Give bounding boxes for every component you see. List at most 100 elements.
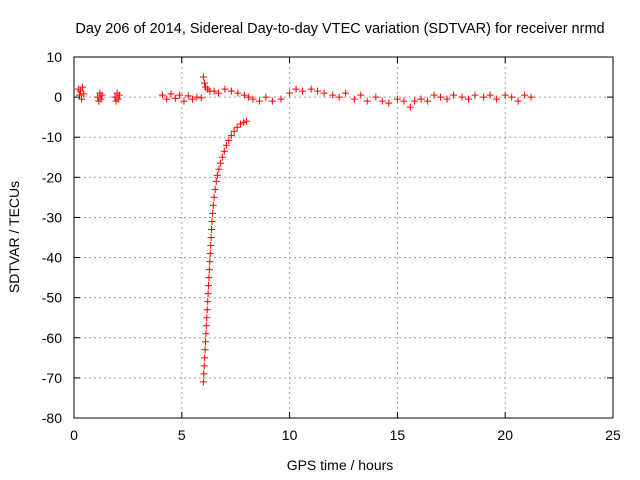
data-point bbox=[234, 89, 242, 97]
grid-lines bbox=[74, 57, 613, 418]
data-point bbox=[193, 93, 201, 101]
data-point bbox=[242, 117, 250, 125]
data-point bbox=[393, 95, 401, 103]
y-tick-label: -20 bbox=[42, 169, 62, 185]
data-point bbox=[212, 177, 220, 185]
data-point bbox=[480, 93, 488, 101]
data-point bbox=[115, 91, 123, 99]
data-point bbox=[385, 99, 393, 107]
data-point bbox=[299, 87, 307, 95]
data-point bbox=[171, 94, 179, 102]
data-point bbox=[329, 91, 337, 99]
x-tick-label: 15 bbox=[390, 427, 406, 443]
plot-area-frame bbox=[73, 56, 614, 419]
data-point bbox=[286, 89, 294, 97]
data-point bbox=[200, 362, 208, 370]
y-tick-label: -30 bbox=[42, 209, 62, 225]
data-point bbox=[199, 73, 207, 81]
data-point bbox=[443, 95, 451, 103]
data-point bbox=[205, 274, 213, 282]
y-tick-label: 0 bbox=[54, 89, 62, 105]
data-point bbox=[202, 338, 210, 346]
data-point bbox=[163, 95, 171, 103]
y-tick-label: -40 bbox=[42, 250, 62, 266]
y-tick-label: -50 bbox=[42, 290, 62, 306]
data-point bbox=[262, 93, 270, 101]
data-point bbox=[203, 306, 211, 314]
data-point bbox=[80, 90, 88, 98]
data-point bbox=[458, 93, 466, 101]
data-point bbox=[227, 87, 235, 95]
data-point bbox=[210, 87, 218, 95]
data-point bbox=[222, 141, 230, 149]
data-point bbox=[199, 378, 207, 386]
data-point bbox=[79, 83, 87, 91]
data-point bbox=[204, 290, 212, 298]
data-point bbox=[205, 282, 213, 290]
data-point bbox=[184, 92, 192, 100]
data-point bbox=[400, 97, 408, 105]
data-point bbox=[158, 91, 166, 99]
data-point bbox=[205, 266, 213, 274]
data-point bbox=[411, 97, 419, 105]
data-point bbox=[233, 123, 241, 131]
chart-title: Day 206 of 2014, Sidereal Day-to-day VTE… bbox=[75, 21, 604, 37]
data-point bbox=[406, 103, 414, 111]
data-point bbox=[204, 298, 212, 306]
data-point bbox=[208, 225, 216, 233]
data-point bbox=[449, 91, 457, 99]
data-point bbox=[202, 330, 210, 338]
data-point bbox=[225, 136, 233, 144]
y-axis-label: SDTVAR / TECUs bbox=[6, 181, 22, 293]
y-tick-label: -10 bbox=[42, 129, 62, 145]
data-point bbox=[200, 79, 208, 87]
data-point bbox=[268, 97, 276, 105]
data-point bbox=[180, 97, 188, 105]
data-point bbox=[320, 89, 328, 97]
data-point bbox=[372, 93, 380, 101]
data-point bbox=[206, 258, 214, 266]
data-point bbox=[215, 165, 223, 173]
data-point bbox=[167, 90, 175, 98]
data-point bbox=[437, 93, 445, 101]
data-point bbox=[417, 95, 425, 103]
data-points bbox=[74, 73, 535, 386]
data-point bbox=[501, 91, 509, 99]
data-point bbox=[430, 91, 438, 99]
data-point bbox=[209, 209, 217, 217]
data-point bbox=[514, 97, 522, 105]
data-point bbox=[465, 95, 473, 103]
data-point bbox=[97, 95, 105, 103]
data-point bbox=[208, 217, 216, 225]
data-point bbox=[486, 91, 494, 99]
data-point bbox=[378, 97, 386, 105]
data-point bbox=[202, 322, 210, 330]
x-tick-label: 10 bbox=[282, 427, 298, 443]
data-point bbox=[197, 94, 205, 102]
data-point bbox=[350, 95, 358, 103]
data-point bbox=[249, 95, 257, 103]
data-point bbox=[201, 346, 209, 354]
data-point bbox=[424, 97, 432, 105]
y-tick-label: 10 bbox=[46, 49, 62, 65]
data-point bbox=[201, 354, 209, 362]
data-point bbox=[277, 95, 285, 103]
data-point bbox=[200, 370, 208, 378]
data-point bbox=[471, 91, 479, 99]
data-point bbox=[176, 91, 184, 99]
data-point bbox=[218, 153, 226, 161]
x-tick-label: 0 bbox=[70, 427, 78, 443]
data-point bbox=[189, 95, 197, 103]
axis-ticks bbox=[73, 56, 614, 419]
x-axis-label: GPS time / hours bbox=[287, 457, 394, 473]
data-point bbox=[357, 91, 365, 99]
data-point bbox=[307, 85, 315, 93]
data-point bbox=[217, 159, 225, 167]
data-point bbox=[211, 185, 219, 193]
data-point bbox=[527, 93, 535, 101]
data-point bbox=[508, 93, 516, 101]
data-point bbox=[210, 193, 218, 201]
data-point bbox=[342, 89, 350, 97]
tick-labels: 0 5 10 15 20 25 10 0 -10 -20 -30 -40 -50 -60 -70 -80 bbox=[42, 49, 621, 443]
